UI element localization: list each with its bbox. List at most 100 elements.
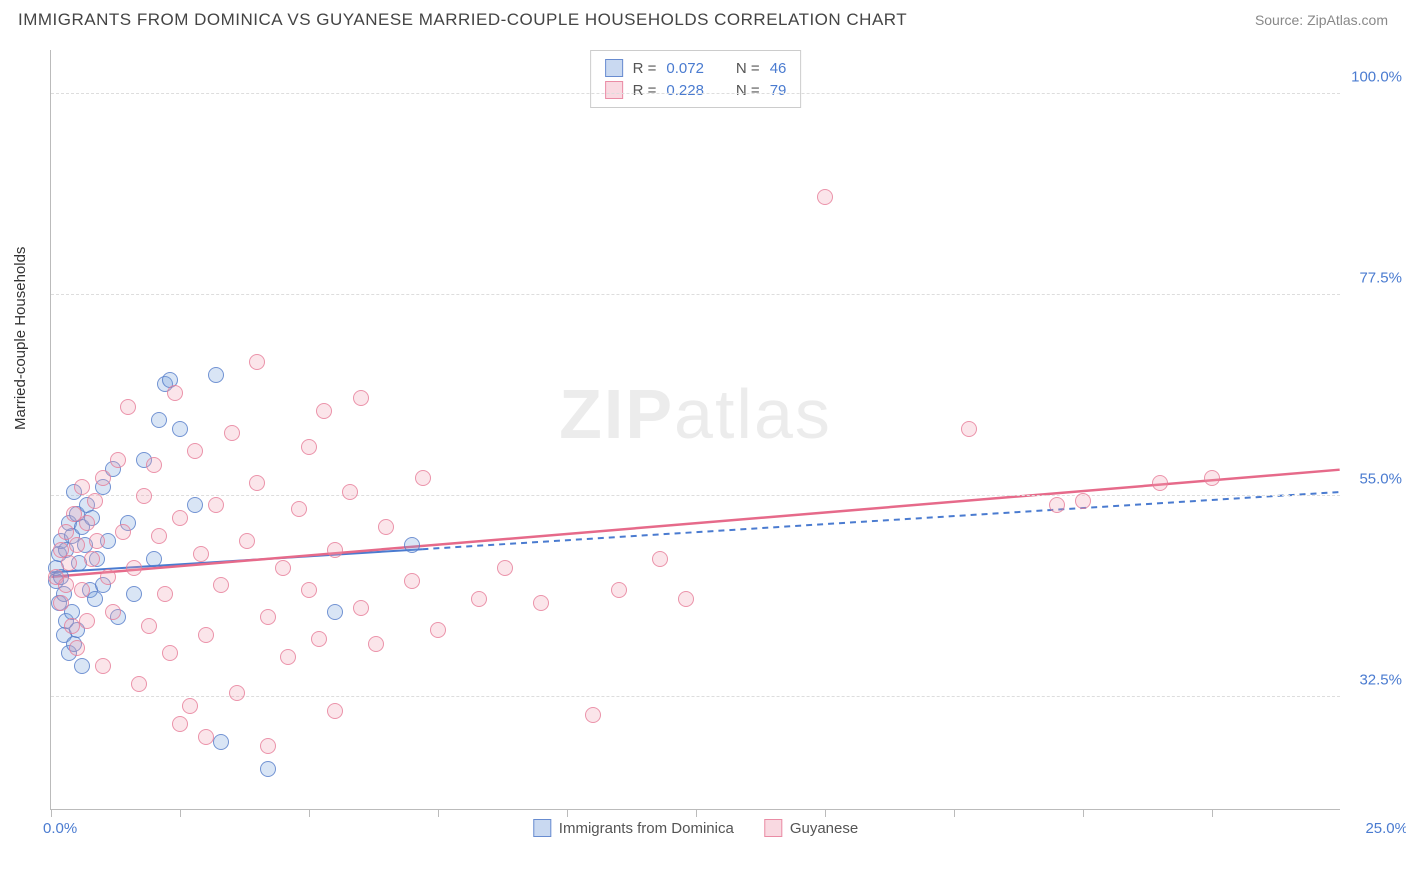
data-point-guyanese (136, 488, 152, 504)
data-point-guyanese (327, 703, 343, 719)
data-point-guyanese (100, 569, 116, 585)
data-point-guyanese (353, 390, 369, 406)
data-point-guyanese (69, 640, 85, 656)
data-point-guyanese (61, 555, 77, 571)
data-point-guyanese (69, 537, 85, 553)
r-label: R = (633, 82, 657, 99)
xtick (825, 809, 826, 817)
data-point-dominica (260, 761, 276, 777)
n-label: N = (736, 60, 760, 77)
scatter-chart: ZIPatlas R = 0.072 N = 46 R = 0.228 N = … (50, 50, 1340, 810)
data-point-guyanese (533, 595, 549, 611)
data-point-guyanese (172, 716, 188, 732)
data-point-guyanese (611, 582, 627, 598)
correlation-legend: R = 0.072 N = 46 R = 0.228 N = 79 (590, 50, 802, 108)
legend-row-guyanese: R = 0.228 N = 79 (605, 79, 787, 101)
legend-label: Guyanese (790, 820, 858, 837)
data-point-guyanese (115, 524, 131, 540)
x-max-label: 25.0% (1365, 820, 1406, 837)
legend-label: Immigrants from Dominica (559, 820, 734, 837)
data-point-guyanese (1152, 475, 1168, 491)
page-title: IMMIGRANTS FROM DOMINICA VS GUYANESE MAR… (18, 10, 907, 30)
data-point-guyanese (430, 622, 446, 638)
data-point-guyanese (110, 452, 126, 468)
data-point-guyanese (131, 676, 147, 692)
data-point-guyanese (368, 636, 384, 652)
xtick (180, 809, 181, 817)
gridline (51, 495, 1340, 496)
xtick (309, 809, 310, 817)
data-point-guyanese (249, 475, 265, 491)
data-point-guyanese (157, 586, 173, 602)
data-point-guyanese (353, 600, 369, 616)
n-label: N = (736, 82, 760, 99)
data-point-dominica (74, 658, 90, 674)
data-point-guyanese (172, 510, 188, 526)
data-point-guyanese (1204, 470, 1220, 486)
data-point-guyanese (213, 577, 229, 593)
data-point-guyanese (84, 551, 100, 567)
data-point-guyanese (79, 515, 95, 531)
data-point-guyanese (260, 738, 276, 754)
data-point-guyanese (316, 403, 332, 419)
data-point-guyanese (146, 457, 162, 473)
swatch-blue-icon (533, 819, 551, 837)
data-point-guyanese (652, 551, 668, 567)
data-point-guyanese (1075, 493, 1091, 509)
data-point-guyanese (58, 577, 74, 593)
data-point-guyanese (260, 609, 276, 625)
data-point-guyanese (198, 627, 214, 643)
data-point-guyanese (64, 618, 80, 634)
ytick-label: 77.5% (1347, 269, 1402, 286)
data-point-dominica (126, 586, 142, 602)
series-legend: Immigrants from Dominica Guyanese (533, 819, 858, 837)
data-point-guyanese (95, 658, 111, 674)
legend-row-dominica: R = 0.072 N = 46 (605, 57, 787, 79)
data-point-guyanese (89, 533, 105, 549)
data-point-guyanese (95, 470, 111, 486)
data-point-guyanese (301, 582, 317, 598)
r-value: 0.228 (666, 82, 704, 99)
n-value: 46 (770, 60, 787, 77)
data-point-dominica (146, 551, 162, 567)
legend-item-dominica: Immigrants from Dominica (533, 819, 734, 837)
y-axis-label: Married-couple Households (12, 247, 29, 430)
data-point-guyanese (415, 470, 431, 486)
xtick (696, 809, 697, 817)
data-point-guyanese (327, 542, 343, 558)
data-point-guyanese (193, 546, 209, 562)
data-point-guyanese (301, 439, 317, 455)
xtick (51, 809, 52, 817)
data-point-guyanese (126, 560, 142, 576)
data-point-guyanese (249, 354, 265, 370)
data-point-dominica (151, 412, 167, 428)
xtick (438, 809, 439, 817)
data-point-guyanese (182, 698, 198, 714)
ytick-label: 32.5% (1347, 672, 1402, 689)
data-point-guyanese (280, 649, 296, 665)
data-point-guyanese (1049, 497, 1065, 513)
xtick (1083, 809, 1084, 817)
x-min-label: 0.0% (43, 820, 77, 837)
ytick-label: 55.0% (1347, 471, 1402, 488)
ytick-label: 100.0% (1347, 68, 1402, 85)
data-point-guyanese (275, 560, 291, 576)
data-point-guyanese (497, 560, 513, 576)
swatch-pink-icon (605, 81, 623, 99)
data-point-guyanese (74, 582, 90, 598)
xtick (954, 809, 955, 817)
r-label: R = (633, 60, 657, 77)
n-value: 79 (770, 82, 787, 99)
data-point-guyanese (817, 189, 833, 205)
data-point-guyanese (291, 501, 307, 517)
data-point-guyanese (239, 533, 255, 549)
swatch-pink-icon (764, 819, 782, 837)
source-label: Source: ZipAtlas.com (1255, 12, 1388, 28)
data-point-dominica (208, 367, 224, 383)
gridline (51, 294, 1340, 295)
r-value: 0.072 (666, 60, 704, 77)
data-point-dominica (187, 497, 203, 513)
watermark: ZIPatlas (559, 374, 832, 454)
data-point-guyanese (105, 604, 121, 620)
data-point-guyanese (167, 385, 183, 401)
